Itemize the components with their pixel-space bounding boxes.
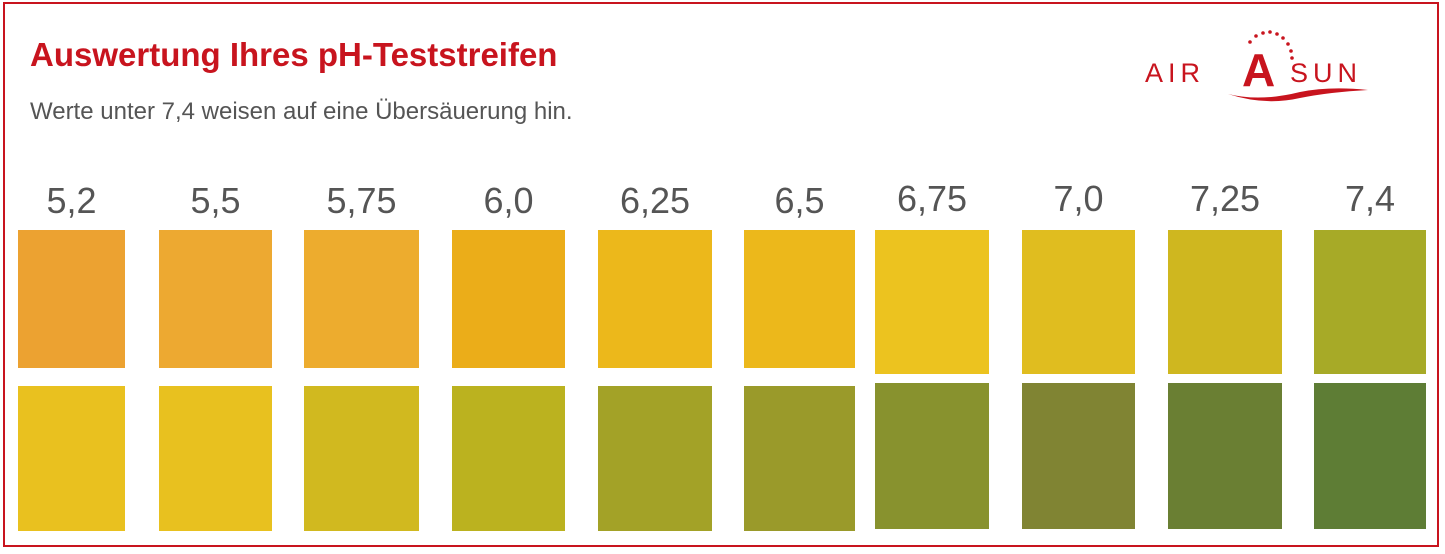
- ph-value-label: 5,5: [190, 180, 241, 221]
- ph-value-label: 6,75: [896, 178, 968, 219]
- ph-value-label: 7,25: [1189, 178, 1261, 219]
- color-swatch-bottom: [452, 386, 565, 531]
- ph-value-label: 7,4: [1344, 178, 1396, 219]
- color-swatch-bottom: [1022, 383, 1135, 529]
- color-swatch-bottom: [304, 386, 419, 531]
- logo-text-left: AIR: [1145, 58, 1205, 88]
- ph-value-label: 6,0: [483, 180, 534, 221]
- color-swatch-bottom: [875, 383, 989, 529]
- ph-value-label: 6,5: [774, 180, 825, 221]
- color-swatch-bottom: [18, 386, 125, 531]
- color-swatch-top: [452, 230, 565, 368]
- color-swatch-top: [1168, 230, 1282, 374]
- logo-text-center: A: [1242, 44, 1275, 96]
- card-frame: [3, 2, 1439, 547]
- color-swatch-bottom: [598, 386, 712, 531]
- color-swatch-top: [1022, 230, 1135, 374]
- color-swatch-top: [304, 230, 419, 368]
- color-swatch-bottom: [744, 386, 855, 531]
- color-swatch-bottom: [159, 386, 272, 531]
- ph-value-label: 6,25: [619, 180, 691, 221]
- page-title: Auswertung Ihres pH-Teststreifen: [30, 36, 558, 73]
- color-swatch-top: [875, 230, 989, 374]
- sun-rays-icon: [1248, 30, 1294, 60]
- color-swatch-bottom: [1168, 383, 1282, 529]
- color-swatch-top: [598, 230, 712, 368]
- ph-value-label: 5,75: [326, 180, 397, 221]
- ph-value-label: 7,0: [1053, 178, 1104, 219]
- color-swatch-top: [159, 230, 272, 368]
- color-swatch-top: [1314, 230, 1426, 374]
- logo-text-right: SUN: [1290, 58, 1362, 88]
- ph-value-label: 5,2: [46, 180, 97, 221]
- airasun-logo: AIR A SUN: [1145, 30, 1368, 102]
- page-subtitle: Werte unter 7,4 weisen auf eine Übersäue…: [30, 98, 573, 125]
- color-swatch-bottom: [1314, 383, 1426, 529]
- color-swatch-top: [18, 230, 125, 368]
- color-swatch-top: [744, 230, 855, 368]
- wave-swoosh-icon: [1228, 88, 1368, 102]
